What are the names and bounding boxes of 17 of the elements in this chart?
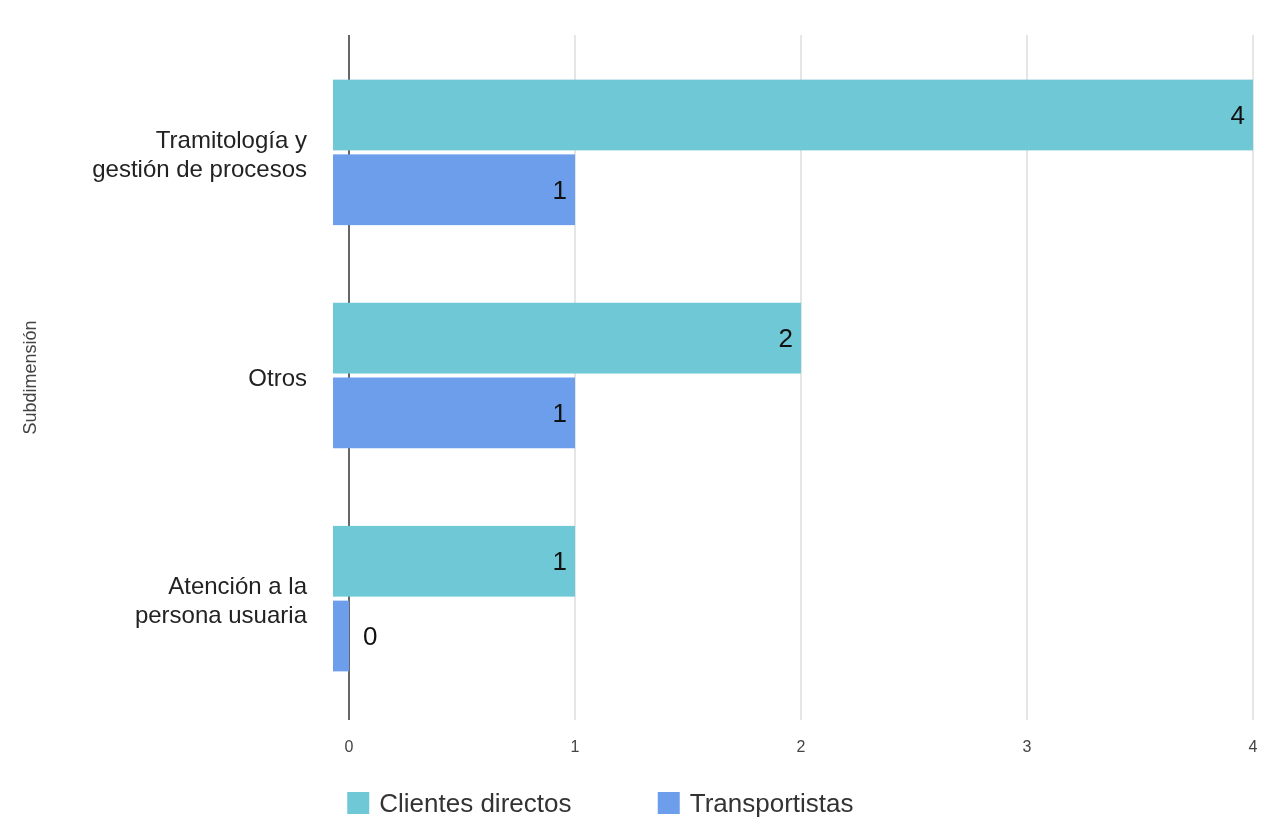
x-tick-label: 4 [1248, 738, 1258, 755]
y-tick-label: Atención a la persona usuaria [134, 572, 308, 629]
x-tick-label: 2 [796, 738, 806, 755]
legend-label: Clientes directos [379, 788, 572, 818]
data-label: 4 [1230, 99, 1245, 130]
y-tick-label: Tramitología y gestión de procesos [92, 125, 307, 182]
x-tick-label: 0 [344, 738, 354, 755]
data-label: 1 [552, 174, 567, 205]
data-label: 0 [363, 620, 378, 651]
y-tick-label: Otros [248, 363, 307, 391]
x-tick-label: 1 [570, 738, 580, 755]
legend-label: Transportistas [689, 788, 854, 818]
data-label: 1 [552, 546, 567, 577]
x-tick-label: 3 [1022, 738, 1032, 755]
y-axis-title: Subdimensión [20, 320, 40, 435]
data-label: 2 [778, 323, 793, 353]
data-label: 1 [552, 397, 567, 428]
